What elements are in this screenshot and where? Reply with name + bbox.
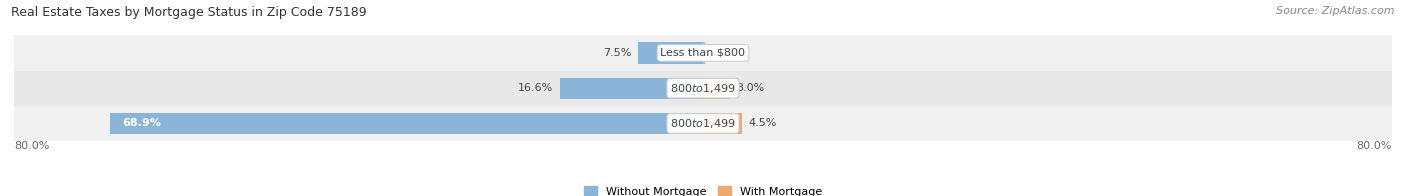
Bar [703, 42, 706, 64]
Bar [14, 106, 1392, 141]
Text: 3.0%: 3.0% [735, 83, 763, 93]
Text: 68.9%: 68.9% [122, 118, 162, 129]
Text: 80.0%: 80.0% [14, 141, 49, 151]
Bar [703, 78, 728, 99]
Text: 7.5%: 7.5% [603, 48, 631, 58]
Text: Real Estate Taxes by Mortgage Status in Zip Code 75189: Real Estate Taxes by Mortgage Status in … [11, 6, 367, 19]
Text: Source: ZipAtlas.com: Source: ZipAtlas.com [1277, 6, 1395, 16]
Text: 4.5%: 4.5% [748, 118, 778, 129]
Text: 16.6%: 16.6% [517, 83, 553, 93]
Bar [560, 78, 703, 99]
Bar [14, 71, 1392, 106]
Bar [14, 35, 1392, 71]
Text: $800 to $1,499: $800 to $1,499 [671, 82, 735, 95]
Text: 0.26%: 0.26% [711, 48, 748, 58]
Bar [110, 113, 703, 134]
Bar [638, 42, 703, 64]
Bar [703, 113, 742, 134]
Text: $800 to $1,499: $800 to $1,499 [671, 117, 735, 130]
Text: 80.0%: 80.0% [1357, 141, 1392, 151]
Legend: Without Mortgage, With Mortgage: Without Mortgage, With Mortgage [579, 182, 827, 196]
Text: Less than $800: Less than $800 [661, 48, 745, 58]
